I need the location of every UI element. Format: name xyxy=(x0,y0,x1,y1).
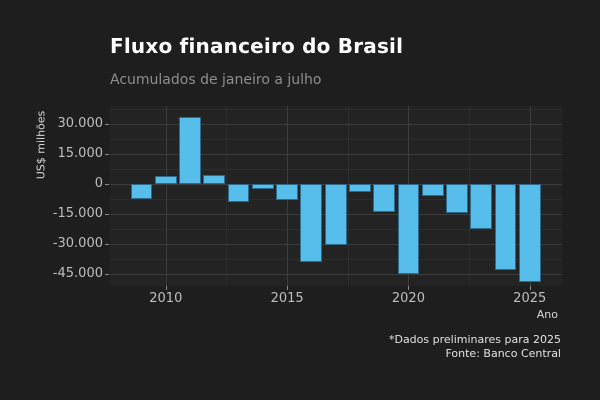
x-minor-gridline xyxy=(347,106,349,286)
caption-source: Fonte: Banco Central xyxy=(445,347,561,360)
x-tick-label: 2015 xyxy=(270,291,304,306)
bar-2011 xyxy=(179,117,201,184)
bar-2013 xyxy=(227,184,250,202)
x-minor-gridline xyxy=(226,106,228,286)
y-major-gridline xyxy=(110,274,562,275)
x-tick-label: 2025 xyxy=(513,291,547,306)
y-tick-mark xyxy=(105,184,109,185)
bar-2019 xyxy=(373,184,396,213)
bar-2017 xyxy=(324,184,347,245)
bar-2023 xyxy=(470,184,493,230)
x-axis-title: Ano xyxy=(536,308,558,321)
y-tick-mark xyxy=(105,244,109,245)
y-major-gridline xyxy=(110,154,562,155)
bar-2015 xyxy=(276,184,299,201)
y-tick-mark xyxy=(105,214,109,215)
x-tick-mark xyxy=(287,286,289,290)
bar-2010 xyxy=(154,176,177,184)
bar-2020 xyxy=(397,184,420,274)
x-major-gridline xyxy=(165,106,167,286)
bar-2018 xyxy=(348,184,371,192)
y-major-gridline xyxy=(110,124,562,125)
x-tick-mark xyxy=(408,286,410,290)
y-tick-label: -30.000 xyxy=(52,236,103,251)
bar-2014 xyxy=(251,184,274,190)
y-tick-mark xyxy=(105,124,109,125)
y-tick-label: -15.000 xyxy=(52,206,103,221)
bar-2024 xyxy=(494,184,517,270)
bar-2009 xyxy=(130,184,153,199)
bar-2022 xyxy=(446,184,468,214)
y-tick-label: 0 xyxy=(94,176,103,191)
y-minor-gridline xyxy=(110,109,562,110)
y-minor-gridline xyxy=(110,259,562,260)
chart-title: Fluxo financeiro do Brasil xyxy=(110,34,404,58)
y-tick-label: 15.000 xyxy=(57,146,104,161)
x-tick-mark xyxy=(165,286,167,290)
chart-subtitle: Acumulados de janeiro a julho xyxy=(110,72,322,88)
y-tick-mark xyxy=(105,154,109,155)
y-tick-label: -45.000 xyxy=(52,266,103,281)
y-minor-gridline xyxy=(110,139,562,140)
x-tick-mark xyxy=(529,286,531,290)
bar-2021 xyxy=(421,184,444,196)
caption-note: *Dados preliminares para 2025 xyxy=(388,333,561,346)
x-tick-label: 2010 xyxy=(149,291,183,306)
x-tick-label: 2020 xyxy=(391,291,425,306)
plot-panel xyxy=(110,106,562,286)
x-minor-gridline xyxy=(469,106,471,286)
bar-2025 xyxy=(518,184,541,283)
bar-2012 xyxy=(203,175,226,184)
bar-2016 xyxy=(300,184,323,263)
y-minor-gridline xyxy=(110,169,562,170)
y-tick-mark xyxy=(105,274,109,275)
chart-caption: *Dados preliminares para 2025 Fonte: Ban… xyxy=(389,333,561,361)
y-tick-label: 30.000 xyxy=(57,116,104,131)
